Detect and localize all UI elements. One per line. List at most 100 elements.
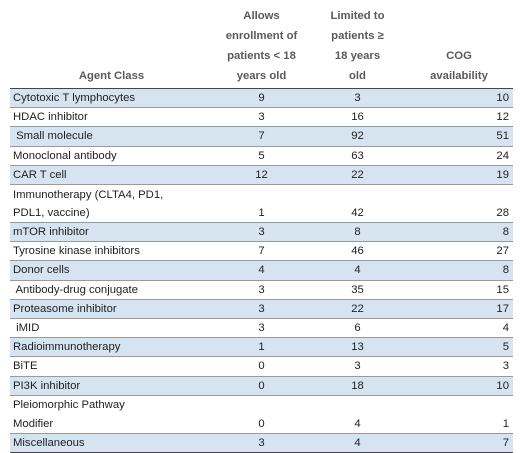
under-18-count-cell: 3	[213, 318, 310, 339]
table-row: Proteasome inhibitor 3 22 17	[10, 299, 513, 320]
adult-only-count-cell: 3	[310, 88, 405, 109]
cog-availability-cell: 24	[405, 146, 513, 166]
adult-only-count-cell: 13	[310, 337, 405, 358]
table-row: BiTE 0 3 3	[10, 356, 513, 377]
agent-class-label: PI3K inhibitor	[13, 379, 81, 392]
header-under-18: Allows enrollment of patients < 18 years…	[213, 6, 310, 89]
table-row: mTOR inhibitor 3 8 8	[10, 222, 513, 243]
header-cog-line: COG	[446, 50, 472, 62]
agent-class-cell: HDAC inhibitor	[10, 107, 213, 128]
agent-class-label: HDAC inhibitor	[13, 111, 88, 124]
table-row: Monoclonal antibody 5 63 24	[10, 146, 513, 166]
table-row: Tyrosine kinase inhibitors 7 46 27	[10, 241, 513, 262]
table-row: Immunotherapy (CLTA4, PD1, PDL1, vaccine)…	[10, 184, 513, 224]
agent-class-label: iMID	[13, 322, 40, 335]
agent-class-label: BiTE	[13, 360, 38, 373]
under-18-count-cell: 1	[213, 184, 310, 224]
under-18-count-cell: 0	[213, 395, 310, 434]
header-under-18-line: patients < 18	[227, 50, 296, 62]
agent-class-cell: PI3K inhibitor	[10, 376, 213, 396]
agent-class-label: Immunotherapy (CLTA4, PD1,	[13, 188, 164, 201]
table-row: Pleiomorphic Pathway Modifier 0 4 1	[10, 395, 513, 434]
header-under-18-line: Allows	[243, 10, 280, 22]
cog-availability-cell: 1	[405, 395, 513, 434]
agent-class-label: PDL1, vaccine)	[13, 206, 90, 219]
header-cog-line: availability	[430, 70, 488, 82]
header-adult-only-line: 18 years	[334, 50, 381, 62]
cog-availability-cell: 15	[405, 280, 513, 300]
adult-only-count-cell: 4	[310, 260, 405, 281]
table-row: CAR T cell 12 22 19	[10, 165, 513, 186]
table-row: Cytotoxic T lymphocytes 9 3 10	[10, 88, 513, 109]
agent-class-cell: Cytotoxic T lymphocytes	[10, 88, 213, 109]
agent-class-label: Proteasome inhibitor	[13, 302, 117, 315]
table-row: Small molecule 7 92 51	[10, 126, 513, 147]
adult-only-count-cell: 18	[310, 376, 405, 396]
header-row: Agent Class Allows enrollment of patient…	[10, 6, 513, 89]
table-row: Antibody-drug conjugate 3 35 15	[10, 280, 513, 300]
header-cog-availability: COG availability	[405, 6, 513, 89]
agent-class-cell: Donor cells	[10, 260, 213, 281]
adult-only-count-cell: 63	[310, 146, 405, 166]
cog-availability-cell: 17	[405, 299, 513, 320]
header-adult-only-line: old	[349, 70, 366, 82]
under-18-count-cell: 7	[213, 126, 310, 147]
header-adult-only-line: patients ≥	[331, 30, 384, 42]
cog-availability-cell: 27	[405, 241, 513, 262]
header-under-18-line: enrollment of	[225, 30, 298, 42]
agent-class-cell: Antibody-drug conjugate	[10, 280, 213, 300]
under-18-count-cell: 3	[213, 222, 310, 243]
under-18-count-cell: 7	[213, 241, 310, 262]
agent-class-cell: Radioimmunotherapy	[10, 337, 213, 358]
adult-only-count-cell: 8	[310, 222, 405, 243]
agent-class-label: Antibody-drug conjugate	[13, 283, 138, 296]
cog-availability-cell: 5	[405, 337, 513, 358]
agent-class-label: Tyrosine kinase inhibitors	[13, 245, 140, 258]
agent-class-label: Modifier	[13, 417, 54, 430]
adult-only-count-cell: 92	[310, 126, 405, 147]
agent-class-label: Monoclonal antibody	[13, 149, 117, 162]
header-under-18-line: years old	[236, 70, 287, 82]
cog-availability-cell: 10	[405, 88, 513, 109]
cog-availability-cell: 12	[405, 107, 513, 128]
cog-availability-cell: 19	[405, 165, 513, 186]
agent-class-cell: Immunotherapy (CLTA4, PD1, PDL1, vaccine)	[10, 184, 213, 224]
under-18-count-cell: 9	[213, 88, 310, 109]
header-adult-only-line: Limited to	[330, 10, 385, 22]
under-18-count-cell: 4	[213, 260, 310, 281]
agent-class-label: Small molecule	[13, 130, 93, 143]
cog-availability-cell: 8	[405, 260, 513, 281]
cog-availability-cell: 3	[405, 356, 513, 377]
agent-class-label: mTOR inhibitor	[13, 226, 89, 239]
agent-class-cell: CAR T cell	[10, 165, 213, 186]
under-18-count-cell: 12	[213, 165, 310, 186]
table-row: PI3K inhibitor 0 18 10	[10, 376, 513, 396]
under-18-count-cell: 0	[213, 376, 310, 396]
header-adult-only: Limited to patients ≥ 18 years old	[310, 6, 405, 89]
table-row: Radioimmunotherapy 1 13 5	[10, 337, 513, 358]
table-row: iMID 3 6 4	[10, 318, 513, 339]
cog-availability-cell: 8	[405, 222, 513, 243]
header-agent-class-line: Agent Class	[78, 70, 145, 82]
table-header: Agent Class Allows enrollment of patient…	[10, 6, 513, 89]
cog-availability-cell: 28	[405, 184, 513, 224]
under-18-count-cell: 3	[213, 299, 310, 320]
under-18-count-cell: 3	[213, 280, 310, 300]
agent-class-label: CAR T cell	[13, 168, 67, 181]
agent-class-table: Agent Class Allows enrollment of patient…	[10, 6, 513, 453]
agent-class-cell: Tyrosine kinase inhibitors	[10, 241, 213, 262]
adult-only-count-cell: 16	[310, 107, 405, 128]
table-row: Donor cells 4 4 8	[10, 260, 513, 281]
header-agent-class: Agent Class	[10, 6, 213, 89]
agent-class-cell: Small molecule	[10, 126, 213, 147]
agent-class-cell: BiTE	[10, 356, 213, 377]
adult-only-count-cell: 42	[310, 184, 405, 224]
adult-only-count-cell: 6	[310, 318, 405, 339]
agent-class-cell: Monoclonal antibody	[10, 146, 213, 166]
table-row: HDAC inhibitor 3 16 12	[10, 107, 513, 128]
under-18-count-cell: 0	[213, 356, 310, 377]
cog-availability-cell: 51	[405, 126, 513, 147]
under-18-count-cell: 3	[213, 107, 310, 128]
cog-availability-cell: 10	[405, 376, 513, 396]
cog-availability-cell: 4	[405, 318, 513, 339]
